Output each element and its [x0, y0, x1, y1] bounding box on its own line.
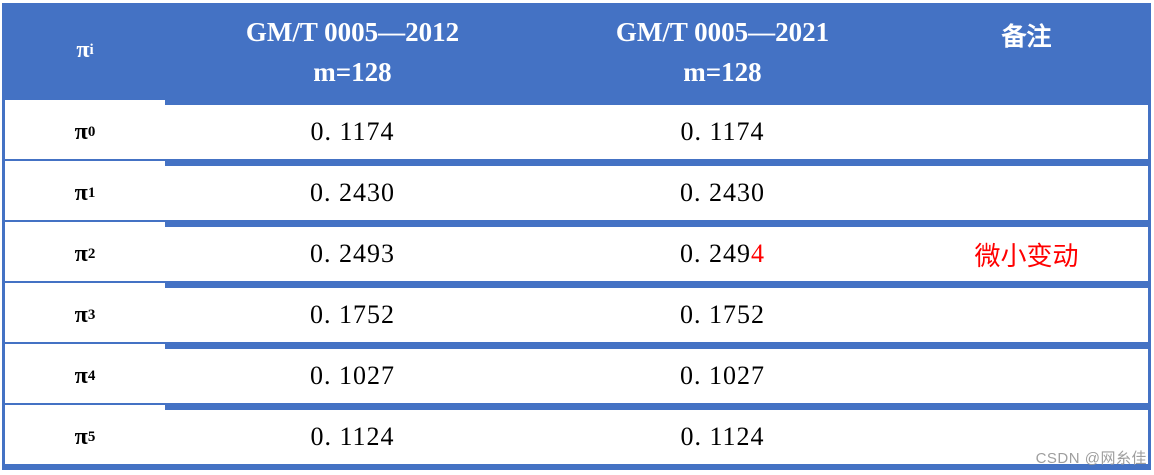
row-separator: [5, 159, 1148, 166]
value-2021-cell: 0. 1027: [680, 361, 765, 390]
header-cell-gmt-2021: GM/T 0005—2021 m=128: [540, 3, 905, 98]
pi-symbol: π: [76, 37, 90, 63]
standard-name-2021: GM/T 0005—2021: [615, 17, 830, 47]
pi-subscript: i: [89, 42, 94, 58]
row-separator: [5, 281, 1148, 288]
value-2021-cell: 0. 1752: [680, 300, 765, 329]
table-bottom-border: [5, 464, 1148, 470]
note-cell: [905, 105, 1148, 159]
m-value-2021: m=128: [683, 57, 762, 87]
changed-digit: 4: [751, 239, 765, 268]
value-2012-cell: 0. 2493: [310, 239, 395, 268]
value-2012-cell: 0. 1124: [310, 422, 395, 451]
value-2021-cell: 0. 249 4: [680, 239, 765, 268]
m-value-2012: m=128: [313, 57, 392, 87]
value-2012-cell: 0. 1174: [310, 117, 395, 146]
note-cell: [905, 349, 1148, 403]
value-2021-cell: 0. 2430: [680, 178, 765, 207]
row-separator: [5, 98, 1148, 105]
row-separator: [5, 220, 1148, 227]
csdn-watermark: CSDN @网糸佳: [1035, 450, 1147, 467]
standard-name-2012: GM/T 0005—2012: [245, 17, 460, 47]
header-cell-gmt-2012: GM/T 0005—2012 m=128: [165, 3, 540, 98]
note-cell: 微小变动: [974, 241, 1079, 271]
value-2012-cell: 0. 2430: [310, 178, 395, 207]
row-separator: [5, 342, 1148, 349]
value-2012-cell: 0. 1752: [310, 300, 395, 329]
header-cell-note: 备注: [1001, 24, 1052, 51]
row-separator: [5, 403, 1148, 410]
value-2012-cell: 0. 1027: [310, 361, 395, 390]
note-cell: [905, 166, 1148, 220]
note-cell: [905, 288, 1148, 342]
value-2021-cell: 0. 1124: [680, 422, 765, 451]
value-2021-cell: 0. 1174: [680, 117, 765, 146]
